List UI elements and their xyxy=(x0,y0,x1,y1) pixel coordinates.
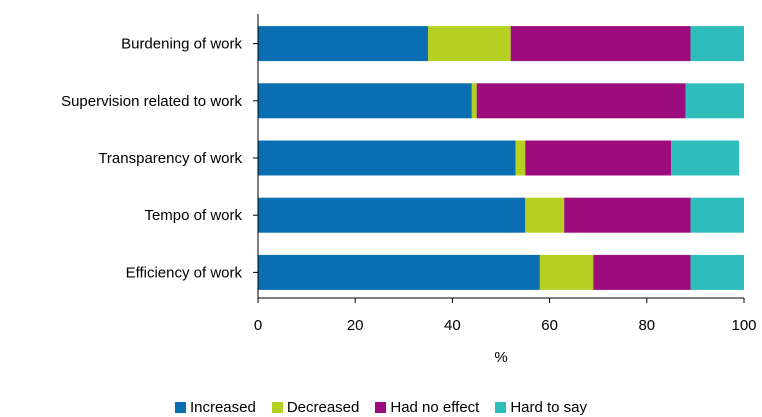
x-axis: 0 20 40 60 80 100 xyxy=(253,14,757,334)
bar-transparency-of-work-had-no-effect xyxy=(525,140,672,176)
legend-item-had-no-effect: Had no effect xyxy=(375,399,479,416)
bar-transparency-of-work-decreased xyxy=(515,140,526,176)
bar-burdening-of-work-increased xyxy=(258,26,429,62)
bar-efficiency-of-work-had-no-effect xyxy=(593,254,691,290)
legend-swatch xyxy=(271,401,283,413)
bar-burdening-of-work-hard-to-say xyxy=(690,26,744,62)
bar-supervision-related-to-work-had-no-effect xyxy=(476,83,686,119)
legend-swatch xyxy=(495,401,507,413)
x-tick-label: 40 xyxy=(444,317,461,334)
bar-efficiency-of-work-decreased xyxy=(539,254,594,290)
legend-label: Increased xyxy=(189,398,256,416)
x-tick-label: 0 xyxy=(254,317,262,334)
bar-burdening-of-work-had-no-effect xyxy=(510,26,691,62)
category-label: Tempo of work xyxy=(144,207,242,224)
category-label: Burdening of work xyxy=(121,36,242,53)
bar-efficiency-of-work-increased xyxy=(258,254,540,290)
legend: Increased Decreased Had no effect Hard to s… xyxy=(0,398,762,416)
bar-supervision-related-to-work-hard-to-say xyxy=(685,83,744,119)
bar-transparency-of-work-increased xyxy=(258,140,516,176)
bars-group xyxy=(258,26,744,290)
legend-item-hard-to-say: Hard to say xyxy=(495,399,587,416)
x-tick-label: 60 xyxy=(541,317,558,334)
bar-supervision-related-to-work-increased xyxy=(258,83,472,119)
legend-item-increased: Increased xyxy=(174,398,256,416)
category-label: Transparency of work xyxy=(98,150,242,167)
category-label: Efficiency of work xyxy=(126,264,243,281)
legend-swatch xyxy=(174,401,186,413)
bar-transparency-of-work-hard-to-say xyxy=(671,140,740,176)
legend-label: Decreased xyxy=(286,398,360,416)
x-axis-label: % xyxy=(494,349,507,366)
bar-burdening-of-work-decreased xyxy=(428,26,511,62)
category-label: Supervision related to work xyxy=(61,93,242,110)
x-tick-label: 100 xyxy=(731,317,756,334)
legend-label: Hard to say xyxy=(510,398,588,416)
bar-efficiency-of-work-hard-to-say xyxy=(690,254,744,290)
x-tick-label: 20 xyxy=(347,317,364,334)
bar-tempo-of-work-hard-to-say xyxy=(690,197,744,233)
bar-supervision-related-to-work-decreased xyxy=(471,83,477,119)
legend-item-decreased: Decreased xyxy=(271,398,360,416)
bar-tempo-of-work-decreased xyxy=(525,197,565,233)
x-tick-label: 80 xyxy=(638,317,655,334)
category-labels: Burdening of work Supervision related to … xyxy=(61,36,242,282)
bar-tempo-of-work-increased xyxy=(258,197,526,233)
bar-tempo-of-work-had-no-effect xyxy=(564,197,691,233)
legend-label: Had no effect xyxy=(390,398,480,416)
legend-swatch xyxy=(375,401,387,413)
